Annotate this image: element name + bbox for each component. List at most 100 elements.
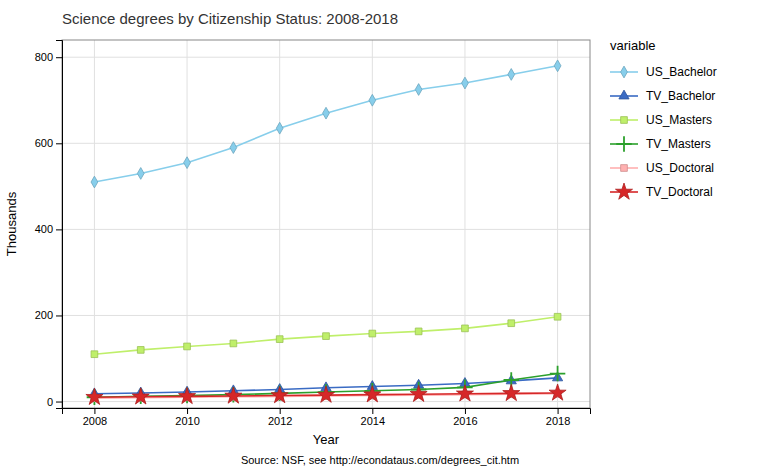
point [137,168,144,180]
plot-frame [62,40,590,408]
tick-label: 2018 [546,415,570,427]
tick-mark [56,315,62,316]
axis-line [56,41,63,409]
legend-item: TV_Doctoral [610,183,713,199]
tick-mark [94,408,95,414]
point [137,347,144,354]
grid [62,40,590,408]
x-axis-title: Year [313,432,340,447]
tick: 2008 [83,408,107,427]
tick: 600 [35,137,62,149]
tick-label: 2008 [83,415,107,427]
chart: 2008201020122014201620180200400600800Sci… [0,0,760,472]
point [91,351,98,358]
grid-line [464,40,465,408]
point [462,325,469,332]
point [276,122,283,134]
tick-mark [558,408,559,414]
point [456,385,473,401]
legend-symbol [621,165,628,172]
tick-label: 0 [47,396,53,408]
point [369,330,376,337]
tick: 2014 [361,408,385,427]
tick-label: 400 [35,223,53,235]
tick: 400 [35,223,62,235]
grid-line [62,229,590,230]
tick-mark [56,402,62,403]
point [133,389,148,404]
legend-label: TV_Doctoral [646,185,713,199]
legend-symbol [615,183,632,199]
tick: 200 [35,309,62,321]
point [317,386,334,402]
legend-symbol [616,136,631,151]
legend-symbol [621,66,628,78]
tick-mark [56,229,62,230]
legend-symbol [621,117,628,124]
grid-line [279,40,280,408]
point [276,336,283,343]
series-line [94,66,557,182]
point [549,384,566,400]
tick-label: 2016 [453,415,477,427]
legend-item: TV_Bachelor [610,89,715,103]
point [179,388,194,403]
legend-label: US_Bachelor [646,65,717,79]
source: Source: NSF, see http://econdataus.com/d… [241,454,519,466]
point [323,333,330,340]
axis-line [63,409,591,415]
point [230,340,237,347]
legend-item: TV_Masters [610,136,711,151]
tick-mark [187,408,188,414]
grid-line [62,143,590,144]
legend-label: US_Masters [646,113,712,127]
point [554,313,561,320]
grid-line [557,40,558,408]
legend-symbol [619,90,629,99]
point [184,343,191,350]
point [364,386,381,402]
legend-item: US_Bachelor [610,65,717,79]
legend-label: US_Doctoral [646,161,714,175]
tick-mark [372,408,373,414]
point [410,385,427,401]
tick: 2018 [546,408,570,427]
point [86,388,103,404]
tick-label: 600 [35,137,53,149]
point [132,388,149,404]
series-line [94,317,557,354]
tick: 0 [47,396,62,408]
legend-item: US_Masters [610,113,712,127]
tick-label: 2010 [175,415,199,427]
grid-line [62,315,590,316]
legend: variable US_Bachelor TV_Bachelor US_Masters… [610,38,717,199]
point [508,320,515,327]
tick: 2016 [453,408,477,427]
legend-label: TV_Bachelor [646,89,715,103]
point [230,142,237,154]
tick-label: 200 [35,309,53,321]
point [415,84,422,96]
legend-title: variable [610,38,656,53]
point [184,157,191,169]
tick-mark [56,57,62,58]
x-axis: 2008 2010 2012 2014 2016 2018 [63,408,591,427]
tick: 2010 [175,408,199,427]
y-axis: 0200400600800 [35,41,63,409]
point [554,60,561,72]
point [550,366,565,381]
point [271,387,288,403]
grid-line [187,40,188,408]
point [323,107,330,119]
tick: 2012 [268,408,292,427]
tick-mark [465,408,466,414]
point [179,387,196,403]
tick-label: 2014 [361,415,385,427]
plot: 2008201020122014201620180200400600800 [35,40,591,427]
grid-line [62,57,590,58]
point [369,94,376,106]
tick-mark [56,143,62,144]
point [462,77,469,89]
tick-label: 2012 [268,415,292,427]
point [508,69,515,81]
